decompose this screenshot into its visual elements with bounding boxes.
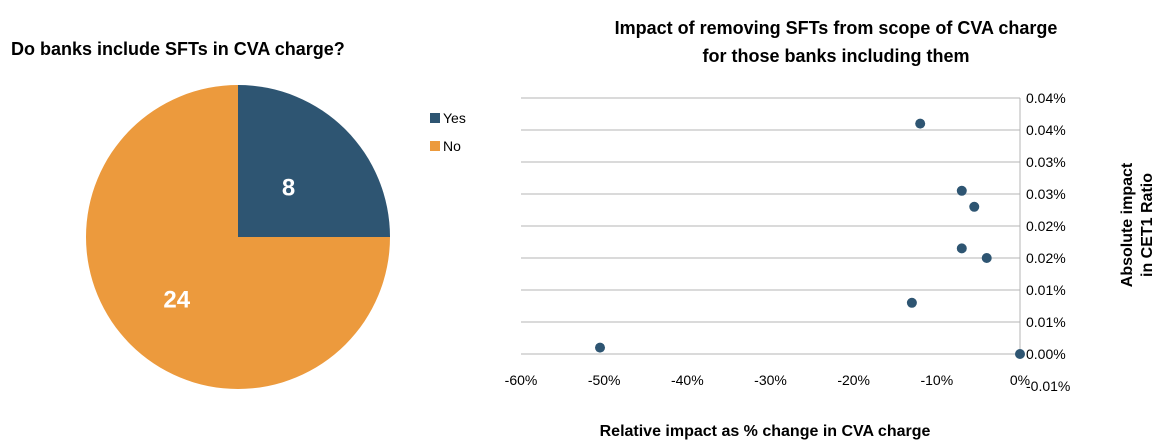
y-tick-label: 0.02% [1026, 218, 1066, 234]
scatter-points [595, 118, 1025, 359]
pie-legend: Yes No [430, 110, 466, 154]
pie-data-label-no: 24 [163, 286, 190, 313]
x-tick-label: -40% [671, 372, 704, 388]
scatter-point-6 [981, 253, 992, 263]
scatter-title-line-2: for those banks including them [702, 46, 969, 66]
pie-slice-no [86, 85, 390, 389]
y-tick-label: 0.03% [1026, 154, 1066, 170]
scatter-point-4 [969, 201, 980, 212]
scatter-y-ticks: -0.01% 0.00% 0.01% 0.01% 0.02% 0.02% 0.03% 0.03… [1026, 90, 1070, 394]
y-tick-label: 0.01% [1026, 314, 1066, 330]
y-tick-label: 0.04% [1026, 90, 1066, 106]
scatter-point-8 [1015, 349, 1025, 359]
pie-data-label-yes: 8 [282, 174, 295, 201]
scatter-point-3 [956, 185, 967, 196]
pie-slice-yes [238, 85, 390, 237]
x-tick-label: -60% [505, 372, 538, 388]
scatter-y-axis-label-line-2: in CET1 Ratio [1139, 173, 1156, 277]
y-tick-label: 0.02% [1026, 250, 1066, 266]
scatter-x-axis-label: Relative impact as % change in CVA charg… [600, 423, 931, 440]
y-tick-label: -0.01% [1026, 378, 1070, 394]
scatter-point-1 [595, 342, 606, 353]
x-tick-label: -20% [837, 372, 870, 388]
y-tick-label: 0.03% [1026, 186, 1066, 202]
scatter-y-axis-label-line-1: Absolute impact [1119, 162, 1136, 287]
y-tick-label: 0.01% [1026, 282, 1066, 298]
scatter-gridlines [521, 97, 1021, 355]
pie-chart: 8 24 [86, 85, 390, 389]
y-tick-label: 0.00% [1026, 346, 1066, 362]
legend-label-no: No [443, 138, 461, 154]
x-tick-label: 0% [1010, 372, 1030, 388]
legend-label-yes: Yes [443, 110, 466, 126]
scatter-x-ticks: -60% -50% -40% -30% -20% -10% 0% [505, 372, 1030, 388]
x-tick-label: -10% [920, 372, 953, 388]
y-tick-label: 0.04% [1026, 122, 1066, 138]
scatter-point-2 [915, 118, 926, 129]
legend-swatch-yes [430, 113, 440, 123]
scatter-point-5 [956, 243, 967, 254]
x-tick-label: -50% [588, 372, 621, 388]
x-tick-label: -30% [754, 372, 787, 388]
scatter-title-line-1: Impact of removing SFTs from scope of CV… [615, 18, 1058, 38]
scatter-point-7 [906, 297, 917, 308]
legend-swatch-no [430, 141, 440, 151]
pie-title: Do banks include SFTs in CVA charge? [11, 39, 345, 59]
